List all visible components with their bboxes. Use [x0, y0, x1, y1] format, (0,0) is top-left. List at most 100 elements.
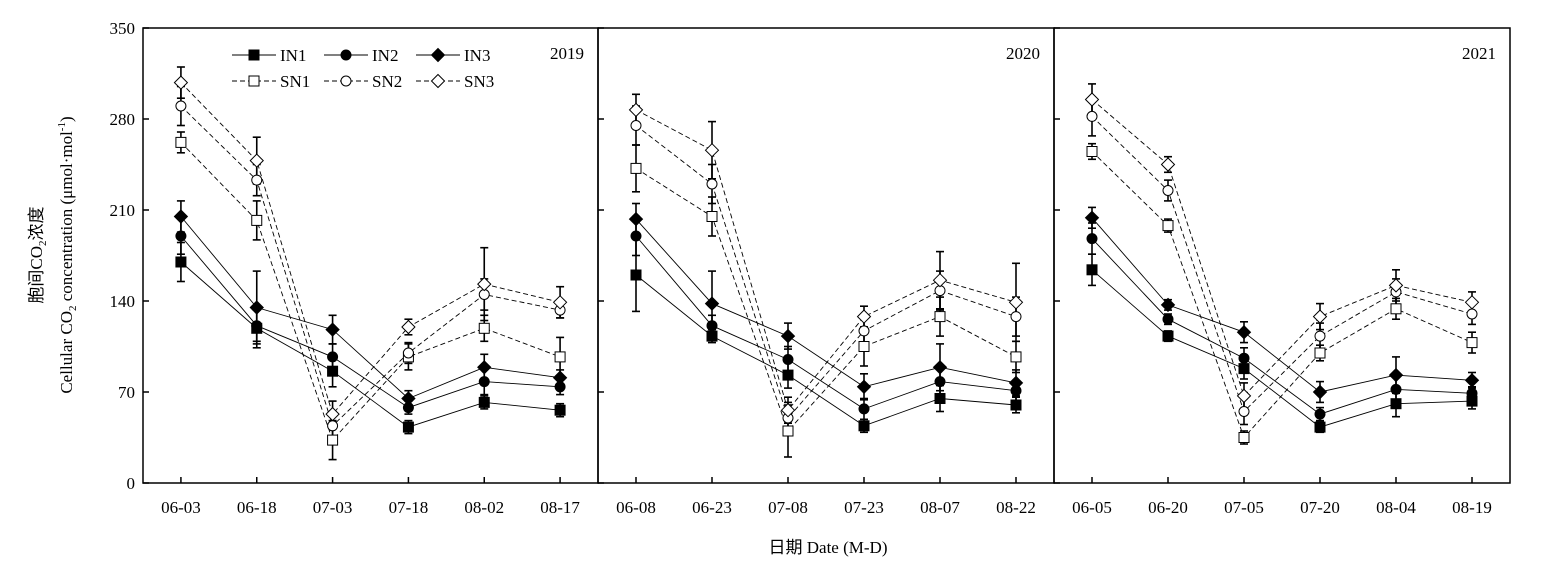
data-point-IN2 [1466, 387, 1478, 399]
legend-label-IN1: IN1 [280, 46, 306, 65]
x-tick-label: 06-20 [1148, 498, 1188, 517]
series-line-IN1 [180, 261, 561, 428]
series-line-SN1 [180, 142, 561, 441]
data-point-IN1 [934, 393, 946, 404]
data-point-SN2 [251, 174, 263, 186]
data-point-SN3 [325, 406, 340, 422]
series-line-SN2 [635, 125, 1017, 419]
data-point-SN2 [1314, 330, 1326, 342]
x-tick-label: 07-20 [1300, 498, 1340, 517]
x-tick-label: 06-18 [237, 498, 277, 517]
data-point-IN3 [1236, 324, 1252, 340]
data-point-IN3 [477, 360, 492, 375]
data-point-SN3 [1464, 295, 1480, 310]
data-point-SN3 [477, 276, 492, 292]
data-point-IN1 [1010, 399, 1022, 411]
data-point-IN1 [327, 365, 339, 377]
data-point-SN1 [1466, 337, 1478, 349]
data-point-IN2 [858, 403, 870, 415]
data-point-IN3 [401, 391, 416, 406]
x-tick-label: 08-04 [1376, 498, 1416, 517]
data-point-SN1 [554, 351, 566, 363]
data-point-IN3 [780, 328, 796, 344]
data-point-SN3 [932, 272, 948, 288]
data-point-IN2 [1314, 408, 1326, 420]
data-point-SN2 [1162, 185, 1174, 196]
data-point-IN3 [932, 360, 948, 375]
series-line-IN3 [635, 218, 1017, 388]
series-line-SN3 [1091, 99, 1473, 397]
data-point-SN3 [1160, 157, 1176, 172]
data-point-SN2 [706, 178, 718, 190]
y-tick-label: 280 [110, 110, 136, 129]
data-point-IN1 [478, 396, 490, 408]
data-point-SN3 [704, 142, 720, 158]
y-axis-title-line2: Cellular CO2 concentration (μmol·mol-1) [56, 116, 79, 393]
data-point-IN3 [325, 322, 340, 337]
x-axis-title: 日期 Date (M-D) [769, 538, 888, 557]
data-point-IN2 [478, 376, 490, 388]
data-point-IN3 [856, 379, 872, 395]
data-point-SN1 [782, 425, 794, 437]
data-point-IN2 [175, 230, 187, 242]
x-tick-label: 07-05 [1224, 498, 1264, 517]
data-point-SN3 [249, 153, 264, 168]
data-point-IN1 [1162, 330, 1174, 342]
data-point-SN2 [1466, 308, 1478, 320]
data-point-IN1 [1086, 264, 1098, 276]
data-point-IN2 [327, 351, 339, 363]
x-tick-label: 07-03 [313, 498, 353, 517]
legend-label-SN1: SN1 [280, 72, 310, 91]
data-point-SN2 [327, 420, 339, 432]
data-point-IN1 [1238, 363, 1250, 375]
data-point-IN1 [554, 404, 566, 416]
data-point-IN3 [1008, 375, 1024, 391]
data-point-IN3 [628, 211, 644, 227]
data-point-SN3 [628, 102, 644, 118]
data-point-SN2 [1010, 311, 1022, 323]
data-point-SN1 [630, 162, 642, 174]
data-point-IN2 [1162, 313, 1174, 325]
data-point-SN3 [173, 75, 189, 90]
panel-frame-2021 [1053, 27, 1511, 484]
x-tick-label: 07-23 [844, 498, 884, 517]
data-point-SN3 [1388, 278, 1404, 293]
data-point-IN1 [706, 330, 718, 342]
data-point-IN1 [782, 369, 794, 381]
legend-marker-IN3 [430, 47, 446, 63]
data-point-SN2 [175, 100, 187, 112]
data-point-IN1 [1390, 398, 1402, 410]
series-line-IN2 [1091, 238, 1473, 415]
series-line-IN3 [180, 216, 561, 400]
legend-marker-IN2 [340, 49, 352, 61]
data-point-IN1 [858, 420, 870, 432]
data-point-SN3 [780, 402, 796, 418]
series-line-SN1 [635, 168, 1017, 432]
legend-marker-SN2 [340, 75, 352, 87]
data-point-SN1 [1390, 303, 1402, 315]
legend: IN1 IN2 IN3 SN1 SN2 SN3 [232, 46, 494, 91]
data-point-IN1 [175, 256, 187, 268]
data-point-IN2 [1238, 352, 1250, 364]
panel-frame-2019 [142, 27, 599, 484]
data-point-IN3 [173, 209, 189, 224]
y-axis-title-line1: 胞间CO2浓度 [27, 206, 49, 303]
data-point-IN3 [1084, 210, 1100, 226]
data-point-IN3 [249, 300, 264, 315]
data-point-SN3 [1008, 295, 1024, 310]
y-tick-label: 70 [118, 383, 135, 402]
data-point-SN1 [1086, 146, 1098, 157]
x-tick-label: 06-05 [1072, 498, 1112, 517]
x-tick-label: 08-02 [464, 498, 504, 517]
data-point-SN2 [1086, 110, 1098, 122]
x-tick-label: 06-23 [692, 498, 732, 517]
data-point-SN1 [327, 434, 339, 446]
data-point-SN1 [1162, 220, 1174, 232]
data-point-SN3 [856, 309, 872, 324]
data-point-SN3 [552, 295, 568, 310]
data-point-IN2 [782, 354, 794, 365]
x-tick-label: 07-18 [389, 498, 429, 517]
data-point-IN3 [704, 296, 720, 311]
